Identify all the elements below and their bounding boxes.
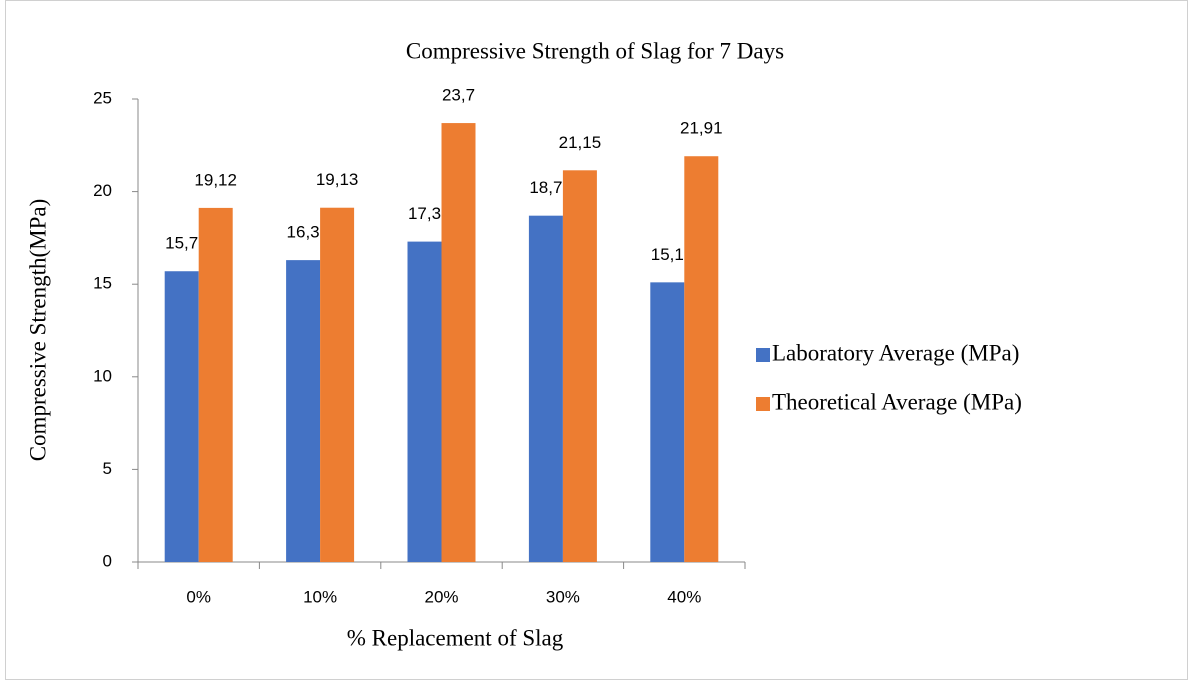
value-label: 15,1 [651, 245, 684, 264]
value-label: 18,7 [529, 178, 562, 197]
x-tick-label: 10% [303, 587, 337, 606]
y-tick-label: 20 [93, 181, 112, 200]
legend-label: Laboratory Average (MPa) [772, 340, 1019, 365]
y-tick-label: 25 [93, 88, 112, 107]
y-axis-label: Compressive Strength(MPa) [25, 199, 50, 462]
value-label: 21,91 [680, 119, 723, 138]
legend-swatch [756, 348, 770, 362]
bar [650, 282, 685, 562]
value-label: 19,13 [316, 170, 359, 189]
chart-title: Compressive Strength of Slag for 7 Days [406, 38, 784, 63]
bar [407, 241, 442, 562]
bar [684, 156, 719, 562]
x-axis-label: % Replacement of Slag [347, 625, 564, 650]
x-tick-label: 40% [667, 587, 701, 606]
legend-label: Theoretical Average (MPa) [772, 389, 1022, 414]
y-tick-label: 5 [103, 459, 112, 478]
bar [198, 207, 233, 563]
y-tick-label: 0 [103, 551, 112, 570]
value-label: 21,15 [559, 133, 602, 152]
bar [562, 170, 597, 562]
bar [164, 271, 199, 562]
value-label: 15,7 [165, 234, 198, 253]
bar [286, 260, 321, 562]
value-label: 17,3 [408, 204, 441, 223]
bar [528, 215, 563, 562]
x-tick-label: 20% [424, 587, 458, 606]
value-label: 19,12 [194, 170, 237, 189]
value-label: 23,7 [442, 86, 475, 105]
legend-swatch [756, 397, 770, 411]
x-tick-label: 30% [546, 587, 580, 606]
y-tick-label: 10 [93, 366, 112, 385]
bar [320, 207, 355, 562]
x-tick-label: 0% [186, 587, 211, 606]
bar [441, 123, 476, 563]
y-tick-label: 15 [93, 274, 112, 293]
value-label: 16,3 [287, 223, 320, 242]
